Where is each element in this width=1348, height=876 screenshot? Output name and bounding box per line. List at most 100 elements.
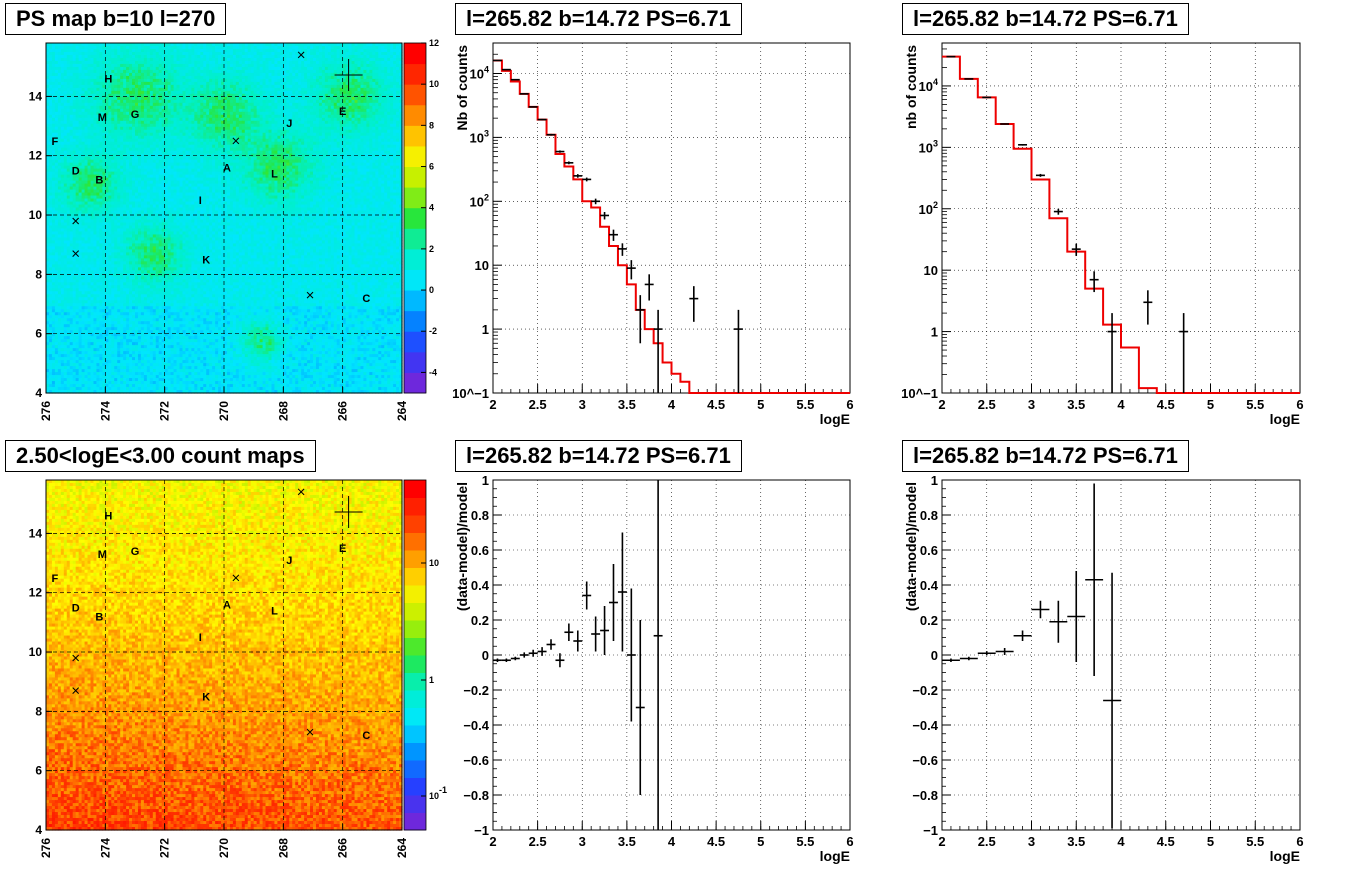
heatmap-cell <box>313 90 317 95</box>
heatmap-cell <box>286 108 290 113</box>
heatmap-cell <box>212 57 216 62</box>
heatmap-cell <box>185 66 189 71</box>
heatmap-cell <box>241 105 246 110</box>
heatmap-cell <box>161 84 166 89</box>
heatmap-cell <box>238 51 243 56</box>
heatmap-cell <box>238 96 243 101</box>
heatmap-cell <box>268 99 273 104</box>
heatmap-cell <box>232 45 237 50</box>
heatmap-cell <box>57 48 62 53</box>
heatmap-cell <box>393 99 397 104</box>
heatmap-cell <box>209 66 213 71</box>
heatmap-cell <box>342 81 347 86</box>
heatmap-cell <box>167 48 172 53</box>
heatmap-cell <box>48 108 53 113</box>
heatmap-cell <box>143 111 148 116</box>
heatmap-cell <box>96 78 100 83</box>
heatmap-cell <box>218 93 222 98</box>
heatmap-cell <box>105 57 109 62</box>
heatmap-cell <box>126 75 130 80</box>
heatmap-cell <box>247 96 252 101</box>
heatmap-cell <box>295 69 299 74</box>
heatmap-cell <box>250 102 255 107</box>
heatmap-cell <box>140 63 145 68</box>
heatmap-cell <box>164 69 169 74</box>
heatmap-cell <box>66 108 71 113</box>
heatmap-cell <box>123 45 127 50</box>
heatmap-cell <box>200 84 204 89</box>
heatmap-cell <box>161 102 166 107</box>
heatmap-cell <box>259 90 264 95</box>
heatmap-cell <box>247 102 252 107</box>
heatmap-cell <box>369 51 373 56</box>
heatmap-cell <box>280 99 284 104</box>
heatmap-cell <box>60 72 65 77</box>
heatmap-cell <box>384 69 388 74</box>
heatmap-cell <box>357 51 362 56</box>
heatmap-cell <box>185 93 189 98</box>
heatmap-cell <box>354 93 359 98</box>
heatmap-cell <box>224 45 228 50</box>
heatmap-cell <box>321 57 326 62</box>
heatmap-cell <box>72 72 77 77</box>
heatmap-cell <box>108 96 112 101</box>
heatmap-cell <box>342 99 347 104</box>
heatmap-cell <box>295 96 299 101</box>
heatmap-cell <box>232 69 237 74</box>
heatmap-cell <box>155 81 160 86</box>
heatmap-cell <box>396 87 400 92</box>
heatmap-cell <box>307 87 311 92</box>
heatmap-cell <box>200 60 204 65</box>
heatmap-cell <box>143 66 148 71</box>
heatmap-cell <box>75 69 80 74</box>
heatmap-cell <box>209 81 213 86</box>
heatmap-cell <box>51 78 56 83</box>
heatmap-cell <box>375 43 379 47</box>
heatmap-cell <box>114 48 118 53</box>
heatmap-cell <box>221 54 225 59</box>
heatmap-cell <box>143 48 148 53</box>
heatmap-cell <box>224 78 228 83</box>
heatmap-cell <box>224 87 228 92</box>
heatmap-cell <box>333 87 338 92</box>
heatmap-cell <box>185 48 189 53</box>
heatmap-cell <box>229 45 234 50</box>
heatmap-cell <box>221 66 225 71</box>
heatmap-cell <box>99 69 103 74</box>
heatmap-cell <box>369 66 373 71</box>
heatmap-cell <box>57 43 62 47</box>
heatmap-cell <box>226 93 231 98</box>
heatmap-cell <box>99 84 103 89</box>
heatmap-cell <box>120 102 124 107</box>
heatmap-cell <box>333 63 338 68</box>
heatmap-cell <box>244 57 249 62</box>
heatmap-cell <box>140 81 145 86</box>
heatmap-cell <box>123 43 127 47</box>
heatmap-cell <box>232 43 237 47</box>
heatmap-cell <box>84 66 89 71</box>
heatmap-cell <box>268 105 273 110</box>
heatmap-cell <box>259 84 264 89</box>
heatmap-cell <box>289 60 293 65</box>
heatmap-cell <box>387 90 391 95</box>
heatmap-cell <box>185 105 189 110</box>
heatmap-cell <box>265 111 270 116</box>
heatmap-cell <box>235 84 240 89</box>
heatmap-cell <box>200 105 204 110</box>
heatmap-cell <box>372 102 376 107</box>
heatmap-cell <box>84 48 89 53</box>
heatmap-cell <box>283 111 287 116</box>
heatmap-cell <box>69 90 74 95</box>
heatmap-cell <box>232 54 237 59</box>
heatmap-cell <box>396 84 400 89</box>
heatmap-cell <box>167 69 172 74</box>
heatmap-cell <box>46 84 50 89</box>
heatmap-cell <box>301 105 305 110</box>
heatmap-cell <box>360 102 365 107</box>
heatmap-cell <box>137 105 142 110</box>
heatmap-cell <box>324 102 329 107</box>
heatmap-cell <box>51 93 56 98</box>
heatmap-cell <box>60 51 65 56</box>
heatmap-cell <box>170 43 175 47</box>
heatmap-cell <box>96 93 100 98</box>
